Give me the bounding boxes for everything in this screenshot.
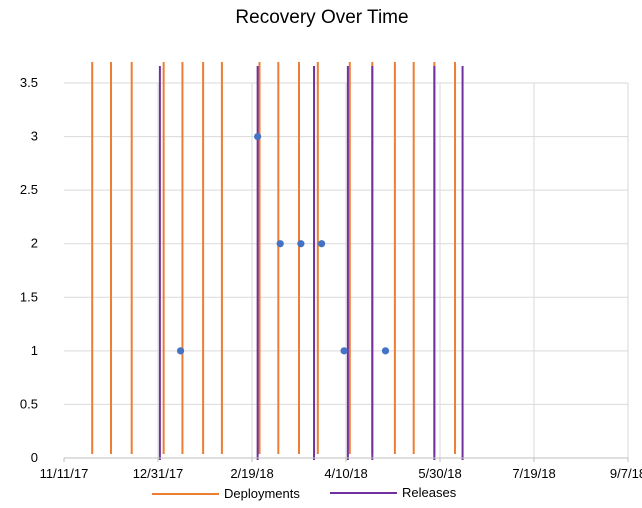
data-point xyxy=(381,347,390,355)
data-point xyxy=(254,132,262,141)
y-tick-label: 2.5 xyxy=(20,182,38,197)
event-lines xyxy=(91,62,464,460)
grid-layer xyxy=(64,82,629,458)
y-tick-label: 3 xyxy=(31,129,38,144)
y-tick-label: 1.5 xyxy=(20,289,38,304)
legend-label-releases: Releases xyxy=(402,485,457,500)
data-point xyxy=(176,347,185,355)
y-tick-label: 2 xyxy=(31,236,38,251)
legend-label-deployments: Deployments xyxy=(224,486,300,501)
y-tick-label: 0.5 xyxy=(20,396,38,411)
recovery-points xyxy=(176,132,390,355)
axis-layer: 0 0.5 1 1.5 2 2.5 3 3.5 11/11/17 12/31/17 2/19/18 4… xyxy=(20,75,642,481)
y-tick-label: 0 xyxy=(31,450,38,465)
data-point xyxy=(276,240,284,248)
y-tick-label: 1 xyxy=(31,343,38,358)
x-tick-label: 2/19/18 xyxy=(230,466,273,481)
x-tick-label: 12/31/17 xyxy=(133,466,184,481)
data-point xyxy=(317,240,326,248)
chart-title: Recovery Over Time xyxy=(235,7,408,28)
data-point xyxy=(340,347,348,355)
data-point xyxy=(297,240,305,248)
x-tick-label: 5/30/18 xyxy=(418,466,461,481)
x-tick-label: 11/11/17 xyxy=(40,466,89,481)
legend: Deployments Releases xyxy=(152,485,457,501)
x-tick-label: 7/19/18 xyxy=(512,466,555,481)
y-tick-label: 3.5 xyxy=(20,75,38,90)
x-tick-label: 4/10/18 xyxy=(324,466,367,481)
x-tick-label: 9/7/18 xyxy=(610,466,642,481)
